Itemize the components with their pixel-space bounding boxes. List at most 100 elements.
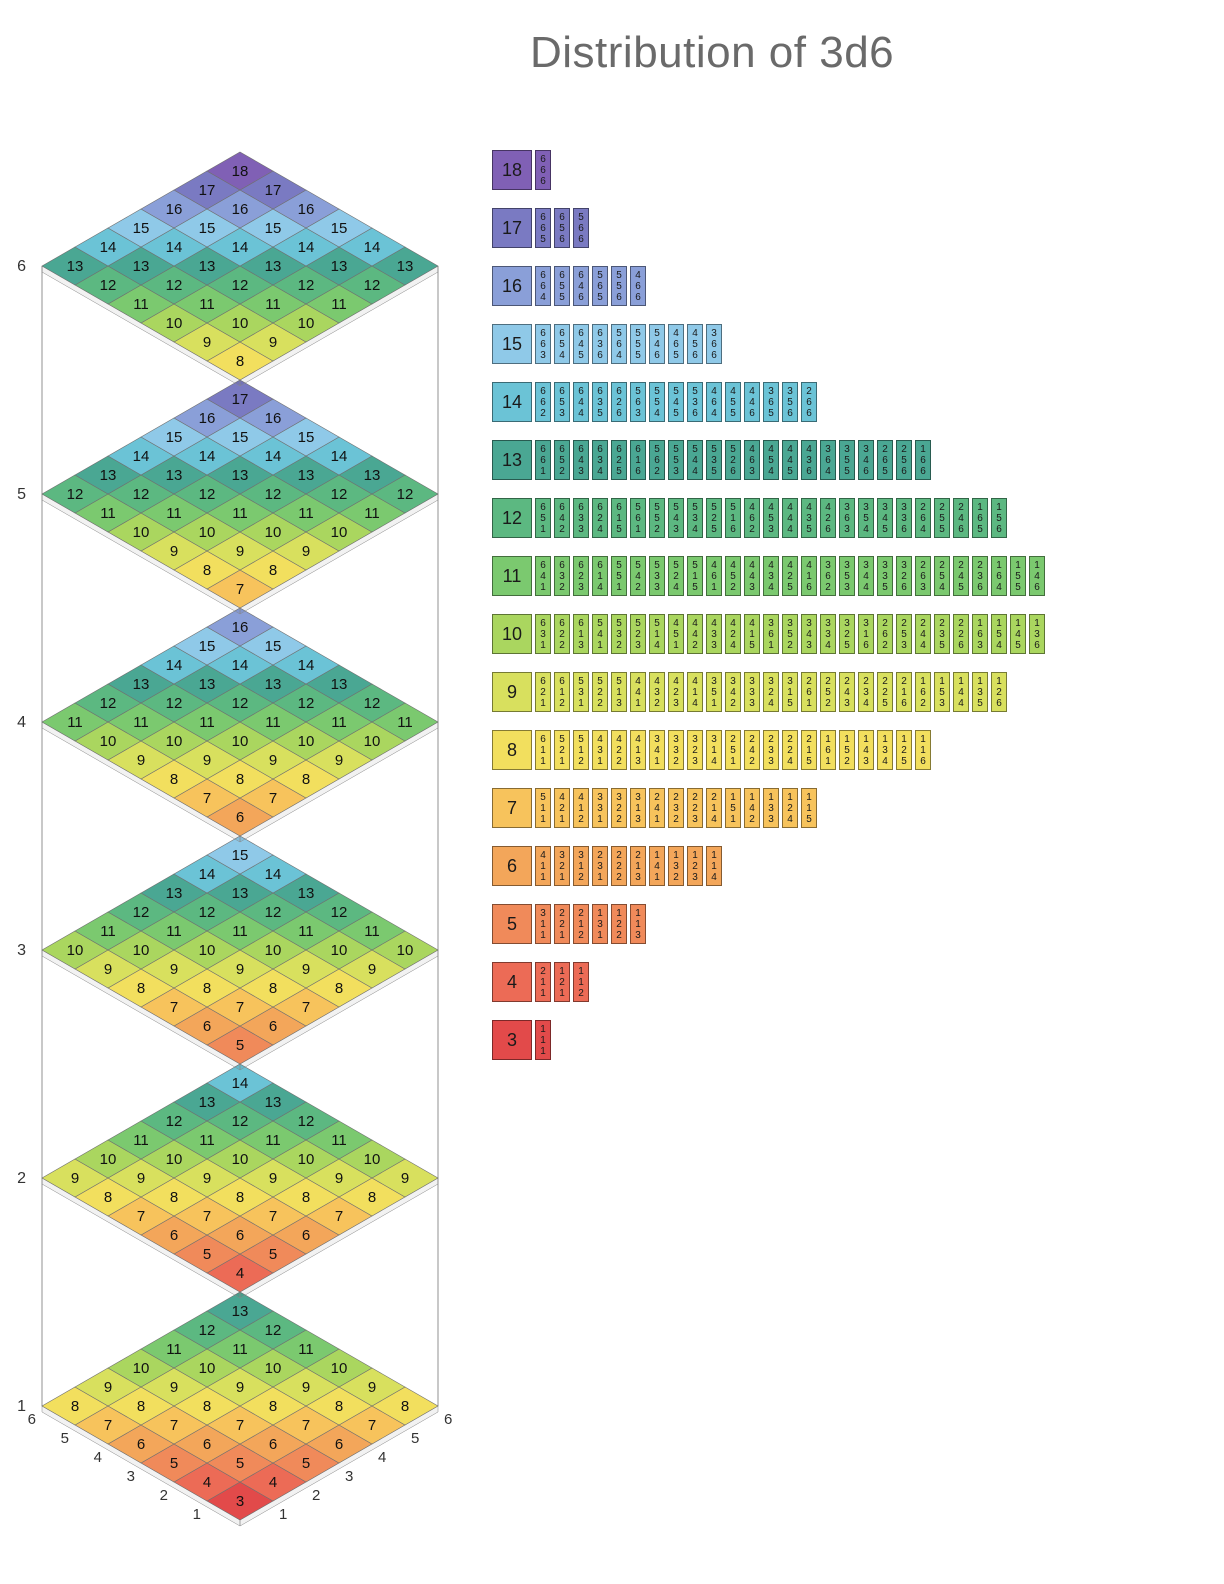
dice-cell-sum: 5 <box>302 1455 310 1472</box>
dice-cell-sum: 18 <box>232 163 249 180</box>
dist-combo: 624 <box>592 498 608 538</box>
dist-combo: 335 <box>877 556 893 596</box>
dice-cell-sum: 11 <box>133 296 149 313</box>
dice-cell-sum: 12 <box>298 1113 315 1130</box>
dist-combo: 235 <box>934 614 950 654</box>
dice-cell-sum: 12 <box>100 277 117 294</box>
dist-combo: 465 <box>668 324 684 364</box>
dice-cell-sum: 7 <box>170 1417 178 1434</box>
dice-cell-sum: 10 <box>265 1360 282 1377</box>
dice-cell-sum: 12 <box>331 486 348 503</box>
dist-combo: 152 <box>839 730 855 770</box>
diamond-stack: 1345678456789567891067891011789101112891… <box>0 0 500 1584</box>
dist-combo: 265 <box>877 440 893 480</box>
dist-combo: 113 <box>630 904 646 944</box>
dice-cell-sum: 11 <box>331 296 347 313</box>
dice-cell-sum: 6 <box>236 809 244 826</box>
dice-cell-sum: 6 <box>137 1436 145 1453</box>
dist-combo: 151 <box>725 788 741 828</box>
dist-combo: 344 <box>858 556 874 596</box>
dist-combo: 346 <box>858 440 874 480</box>
dice-cell-sum: 9 <box>368 1379 376 1396</box>
dice-cell-sum: 13 <box>199 258 216 275</box>
dist-combo: 262 <box>877 614 893 654</box>
dist-combo: 164 <box>991 556 1007 596</box>
dice-cell-sum: 12 <box>298 695 315 712</box>
dist-combo: 331 <box>592 788 608 828</box>
dist-combo: 362 <box>820 556 836 596</box>
dice-cell-sum: 13 <box>232 1303 249 1320</box>
dice-cell-sum: 10 <box>298 733 315 750</box>
dice-cell-sum: 12 <box>166 1113 183 1130</box>
x-axis-label: 2 <box>312 1487 320 1504</box>
dice-cell-sum: 9 <box>401 1170 409 1187</box>
dist-combo: 126 <box>991 672 1007 712</box>
y-axis-label: 5 <box>61 1430 69 1447</box>
dice-cell-sum: 13 <box>100 467 117 484</box>
dice-cell-sum: 12 <box>265 1322 282 1339</box>
dist-combo: 252 <box>820 672 836 712</box>
dist-combo: 222 <box>611 846 627 886</box>
dist-combo: 356 <box>782 382 798 422</box>
dist-combo: 363 <box>839 498 855 538</box>
dist-combo: 513 <box>611 672 627 712</box>
dist-combo: 663 <box>535 324 551 364</box>
dice-cell-sum: 11 <box>331 1132 347 1149</box>
dice-cell-sum: 12 <box>199 904 216 921</box>
dist-combo: 514 <box>649 614 665 654</box>
dice-cell-sum: 9 <box>203 752 211 769</box>
dist-combo: 122 <box>611 904 627 944</box>
dist-combo: 163 <box>972 614 988 654</box>
dist-combo: 432 <box>649 672 665 712</box>
dice-cell-sum: 13 <box>199 676 216 693</box>
dist-combo: 622 <box>554 614 570 654</box>
dist-combo: 341 <box>649 730 665 770</box>
dice-cell-sum: 11 <box>67 714 83 731</box>
dist-combo: 124 <box>782 788 798 828</box>
dist-combo: 232 <box>668 788 684 828</box>
dist-combo: 112 <box>573 962 589 1002</box>
dice-cell-sum: 13 <box>331 258 348 275</box>
dist-combo: 662 <box>535 382 551 422</box>
dist-combo: 111 <box>535 1020 551 1060</box>
dice-cell-sum: 11 <box>265 1132 281 1149</box>
dist-sum-head: 5 <box>492 904 532 944</box>
dice-cell-sum: 11 <box>298 923 314 940</box>
dice-cell-sum: 6 <box>236 1227 244 1244</box>
dist-combo: 115 <box>801 788 817 828</box>
dice-cell-sum: 13 <box>232 467 249 484</box>
dist-combo: 312 <box>573 846 589 886</box>
dice-cell-sum: 8 <box>137 980 145 997</box>
dist-combo: 324 <box>763 672 779 712</box>
dist-combo: 246 <box>953 498 969 538</box>
dist-combo: 361 <box>763 614 779 654</box>
dist-row: 1366165264363462561656255354453552646345… <box>492 440 931 480</box>
dice-cell-sum: 9 <box>302 961 310 978</box>
dist-combo: 615 <box>611 498 627 538</box>
dist-combo: 462 <box>744 498 760 538</box>
dist-combo: 213 <box>630 846 646 886</box>
dist-row: 7511421412331322313241232223214151142133… <box>492 788 817 828</box>
dice-cell-sum: 14 <box>232 239 249 256</box>
y-axis-label: 4 <box>94 1449 102 1466</box>
dist-combo: 452 <box>725 556 741 596</box>
dist-combo: 531 <box>573 672 589 712</box>
dist-combo: 616 <box>630 440 646 480</box>
dist-combo: 323 <box>687 730 703 770</box>
dist-combo: 352 <box>782 614 798 654</box>
dist-combo: 342 <box>725 672 741 712</box>
dist-combo: 444 <box>782 498 798 538</box>
dist-combo: 253 <box>896 614 912 654</box>
dice-cell-sum: 13 <box>331 676 348 693</box>
dist-combo: 515 <box>687 556 703 596</box>
dist-combo: 455 <box>725 382 741 422</box>
dice-cell-sum: 12 <box>364 277 381 294</box>
dice-cell-sum: 10 <box>199 942 216 959</box>
dist-combo: 631 <box>535 614 551 654</box>
dice-cell-sum: 6 <box>302 1227 310 1244</box>
dice-cell-sum: 13 <box>265 258 282 275</box>
dist-row: 9621612531522513441432423414351342333324… <box>492 672 1007 712</box>
dist-combo: 421 <box>554 788 570 828</box>
dice-cell-sum: 12 <box>265 486 282 503</box>
dist-combo: 325 <box>839 614 855 654</box>
